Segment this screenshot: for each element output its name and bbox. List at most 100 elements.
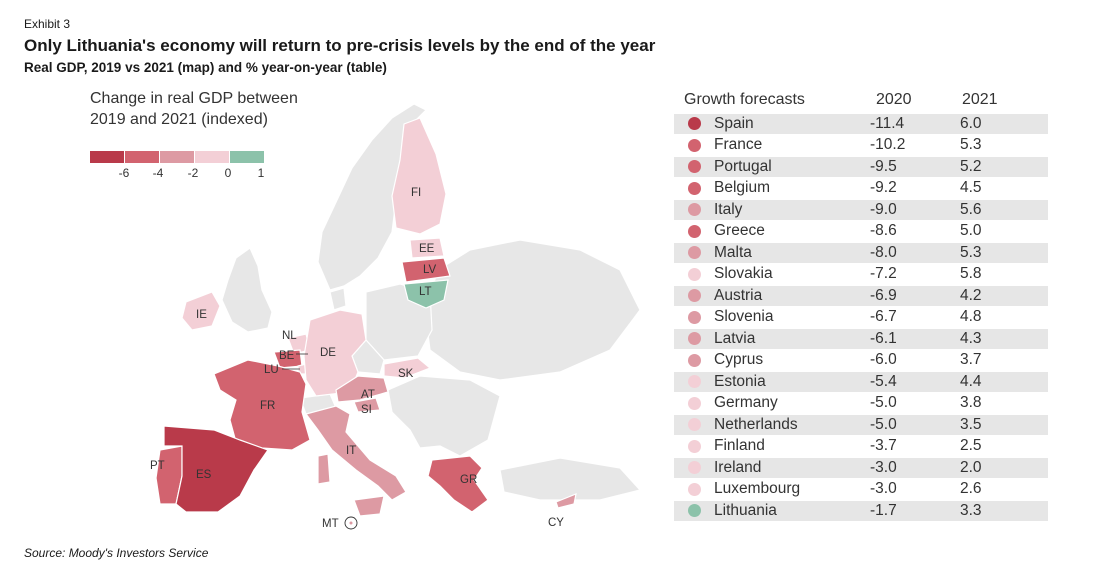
row-dot-cell <box>674 138 714 152</box>
row-value-2021: 3.3 <box>960 501 982 519</box>
row-color-dot <box>687 181 701 195</box>
row-dot-cell <box>674 289 714 303</box>
row-value-2021: 3.5 <box>960 415 982 433</box>
row-color-dot <box>687 461 701 475</box>
row-country: Netherlands <box>714 415 798 433</box>
legend-swatch-5 <box>230 151 264 163</box>
row-value-2020: -5.0 <box>870 394 897 412</box>
row-value-2021: 2.5 <box>960 437 982 455</box>
legend-tick-3: -2 <box>187 166 199 180</box>
table-row: Estonia -5.4 4.4 <box>674 372 1048 392</box>
row-color-dot <box>687 418 701 432</box>
table-row: Belgium -9.2 4.5 <box>674 179 1048 199</box>
row-country: Austria <box>714 286 763 304</box>
map-country-si <box>353 397 381 413</box>
row-value-2020: -6.9 <box>870 286 897 304</box>
row-dot-cell <box>674 396 714 410</box>
row-dot-cell <box>674 267 714 281</box>
legend-swatch-4 <box>195 151 229 163</box>
map-country-denmark <box>329 287 347 311</box>
chart-title: Only Lithuania's economy will return to … <box>24 36 656 55</box>
map-country-balkans <box>387 375 501 457</box>
map-country-east <box>424 239 641 381</box>
row-color-dot <box>687 224 701 238</box>
table-header-2020: 2020 <box>875 91 912 108</box>
map-label-fr: FR <box>260 400 275 412</box>
row-color-dot <box>687 332 701 346</box>
row-dot-cell <box>674 504 714 518</box>
row-country: Greece <box>714 222 765 240</box>
table-header-name: Growth forecasts <box>684 91 805 108</box>
map-label-cy: CY <box>548 517 564 529</box>
table-row: Germany -5.0 3.8 <box>674 394 1048 414</box>
map-country-uk <box>221 247 273 333</box>
row-dot-cell <box>674 117 714 131</box>
row-dot-cell <box>674 160 714 174</box>
table-header: Growth forecasts 2020 2021 <box>674 86 1048 114</box>
exhibit-label: Exhibit 3 <box>24 17 71 31</box>
table-row: Portugal -9.5 5.2 <box>674 157 1048 177</box>
map-label-es: ES <box>196 469 212 481</box>
row-dot-cell <box>674 310 714 324</box>
row-value-2020: -5.4 <box>870 372 897 390</box>
map-label-it: IT <box>346 445 356 457</box>
table-body: Spain -11.4 6.0 France -10.2 5.3 Portugal -9.5 5… <box>674 114 1048 521</box>
row-value-2021: 6.0 <box>960 114 982 132</box>
table-row: Ireland -3.0 2.0 <box>674 458 1048 478</box>
map-label-be: BE <box>279 350 295 362</box>
row-country: Finland <box>714 437 765 455</box>
map-label-mt: MT <box>322 518 339 530</box>
legend-tick-1: -6 <box>118 166 130 180</box>
row-value-2020: -10.2 <box>870 136 906 154</box>
row-dot-cell <box>674 418 714 432</box>
row-value-2021: 5.3 <box>960 243 982 261</box>
row-value-2021: 4.8 <box>960 308 982 326</box>
table-row: Austria -6.9 4.2 <box>674 286 1048 306</box>
row-country: Ireland <box>714 458 762 476</box>
table-row: Finland -3.7 2.5 <box>674 437 1048 457</box>
row-dot-cell <box>674 353 714 367</box>
row-value-2020: -3.0 <box>870 458 897 476</box>
chart-subtitle: Real GDP, 2019 vs 2021 (map) and % year-… <box>24 60 387 75</box>
map-label-gr: GR <box>460 474 477 486</box>
row-color-dot <box>687 504 701 518</box>
row-country: Belgium <box>714 179 770 197</box>
row-country: France <box>714 136 763 154</box>
row-country: Lithuania <box>714 501 777 519</box>
row-country: Slovenia <box>714 308 774 326</box>
table-row: Luxembourg -3.0 2.6 <box>674 480 1048 500</box>
row-value-2021: 5.0 <box>960 222 982 240</box>
row-color-dot <box>687 482 701 496</box>
row-color-dot <box>687 439 701 453</box>
map-label-at: AT <box>361 389 375 401</box>
row-value-2021: 4.3 <box>960 329 982 347</box>
row-value-2020: -5.0 <box>870 415 897 433</box>
table-row: Italy -9.0 5.6 <box>674 200 1048 220</box>
row-dot-cell <box>674 461 714 475</box>
legend-tick-4: 0 <box>224 166 232 180</box>
row-country: Luxembourg <box>714 480 801 498</box>
row-color-dot <box>687 160 701 174</box>
map-country-at <box>335 375 389 403</box>
row-value-2020: -6.1 <box>870 329 897 347</box>
map-label-fi: FI <box>411 187 421 199</box>
row-dot-cell <box>674 181 714 195</box>
row-color-dot <box>687 203 701 217</box>
table-header-2021: 2021 <box>961 91 998 108</box>
row-dot-cell <box>674 439 714 453</box>
row-dot-cell <box>674 482 714 496</box>
row-value-2021: 2.6 <box>960 480 982 498</box>
row-color-dot <box>687 138 701 152</box>
row-value-2020: -7.2 <box>870 265 897 283</box>
map-country-es <box>163 425 269 513</box>
row-color-dot <box>687 310 701 324</box>
row-value-2021: 4.5 <box>960 179 982 197</box>
table-row: Latvia -6.1 4.3 <box>674 329 1048 349</box>
row-color-dot <box>687 289 701 303</box>
row-country: Latvia <box>714 329 756 347</box>
map-country-ie <box>181 291 221 331</box>
row-value-2021: 3.8 <box>960 394 982 412</box>
legend-swatch-1 <box>90 151 124 163</box>
legend-tick-2: -4 <box>152 166 164 180</box>
row-country: Estonia <box>714 372 766 390</box>
